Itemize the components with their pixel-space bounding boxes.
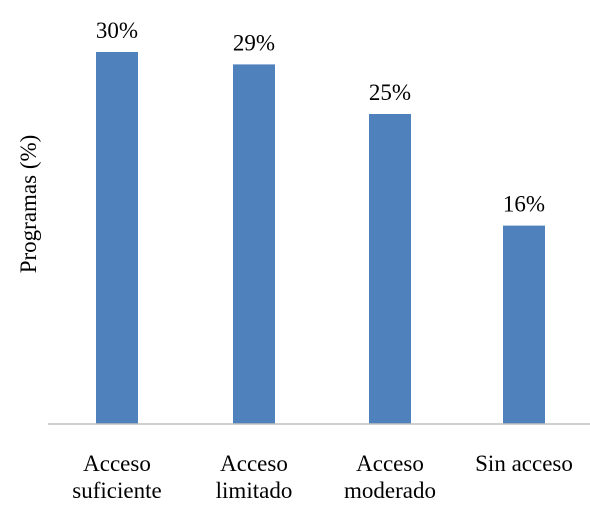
data-label-3: 25%: [369, 80, 411, 105]
bars: [96, 52, 545, 425]
category-label-2: Acceso limitado: [216, 451, 293, 503]
y-axis-label: Programas (%): [16, 135, 41, 274]
bar-4: [503, 225, 545, 424]
bar-3: [369, 114, 411, 424]
data-labels: 30% 29% 25% 16%: [96, 18, 545, 217]
category-label-4: Sin acceso: [475, 451, 573, 476]
data-label-2: 29%: [233, 30, 275, 55]
bar-1: [96, 52, 138, 424]
data-label-1: 30%: [96, 18, 138, 43]
category-label-3: Acceso moderado: [344, 451, 436, 503]
data-label-4: 16%: [503, 192, 545, 217]
bar-2: [233, 64, 275, 425]
category-labels: Acceso suficiente Acceso limitado Acceso mode…: [72, 451, 573, 503]
category-label-1: Acceso suficiente: [72, 451, 161, 503]
